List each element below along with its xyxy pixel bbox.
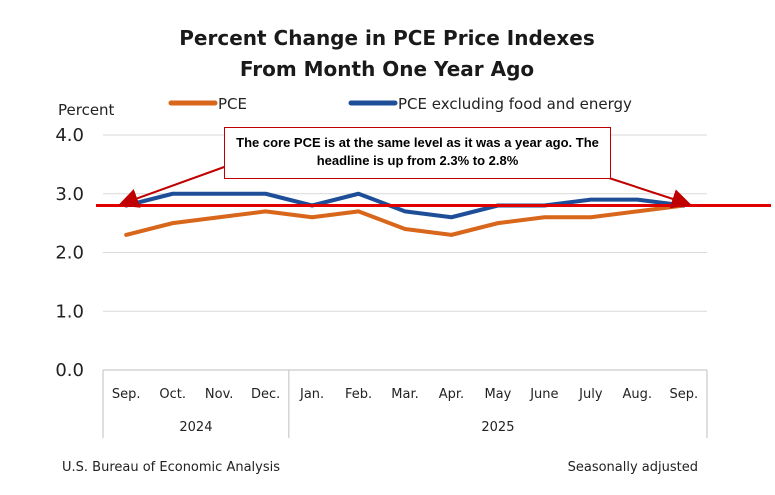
year-label: 2024 xyxy=(179,420,212,435)
legend-label: PCE xyxy=(218,95,247,113)
x-tick-label: Aug. xyxy=(623,387,653,402)
series-line-core-pce xyxy=(124,191,686,220)
x-tick-label: Dec. xyxy=(251,387,280,402)
y-tick-label: 2.0 xyxy=(55,243,84,264)
x-tick-label: May xyxy=(484,387,511,402)
series-line-pce xyxy=(124,203,686,237)
x-tick-label: Mar. xyxy=(391,387,418,402)
x-tick-label: Nov. xyxy=(205,387,234,402)
legend-label: PCE excluding food and energy xyxy=(398,95,632,113)
x-tick-label: Feb. xyxy=(345,387,372,402)
chart-title-line-1: Percent Change in PCE Price Indexes xyxy=(179,26,594,50)
series-lines xyxy=(124,191,686,237)
legend: PCE PCE excluding food and energy xyxy=(168,95,632,113)
y-axis-label: Percent xyxy=(58,101,115,119)
y-tick-label: 1.0 xyxy=(55,301,84,322)
callout-arrow-right xyxy=(608,177,692,209)
x-tick-label: Sep. xyxy=(112,387,141,402)
reference-line-group xyxy=(96,165,771,209)
x-tick-label: Jan. xyxy=(299,387,324,402)
x-axis: Sep. Oct. Nov. Dec. Jan. Feb. Mar. Apr. May June J… xyxy=(102,370,708,438)
x-tick-label: Apr. xyxy=(439,387,464,402)
year-label: 2025 xyxy=(481,420,514,435)
x-tick-label: Sep. xyxy=(669,387,698,402)
y-tick-label: 0.0 xyxy=(55,360,84,381)
y-tick-label: 3.0 xyxy=(55,184,84,205)
x-tick-label: June xyxy=(529,387,558,402)
source-note: U.S. Bureau of Economic Analysis xyxy=(62,460,280,475)
chart-title-line-2: From Month One Year Ago xyxy=(240,57,534,81)
callout-arrow-left xyxy=(118,165,228,208)
x-tick-label: July xyxy=(578,387,603,402)
y-tick-label: 4.0 xyxy=(55,125,84,146)
x-tick-label: Oct. xyxy=(159,387,186,402)
annotation-callout: The core PCE is at the same level as it … xyxy=(224,127,611,179)
y-axis-ticks: 0.0 1.0 2.0 3.0 4.0 xyxy=(55,125,84,381)
seasonal-note: Seasonally adjusted xyxy=(568,460,698,475)
